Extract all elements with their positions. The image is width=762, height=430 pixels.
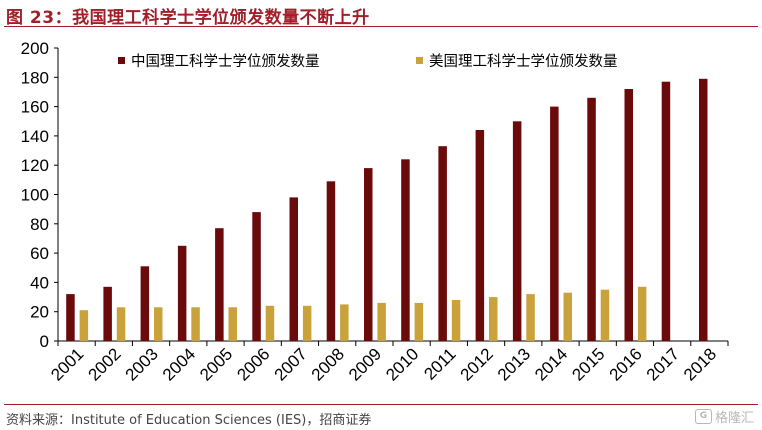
x-tick-label: 2015	[568, 344, 608, 384]
x-tick-label: 2001	[47, 344, 87, 384]
bar-china	[103, 286, 112, 341]
x-tick-label: 2004	[159, 344, 199, 384]
bar-china	[326, 181, 336, 341]
y-tick-label: 0	[40, 332, 49, 351]
y-tick-label: 40	[30, 273, 49, 292]
footer-divider	[4, 404, 758, 405]
legend-label: 美国理工科学士学位颁发数量	[429, 53, 618, 70]
y-tick-label: 100	[21, 186, 49, 205]
bar-us	[489, 297, 498, 341]
y-tick-label: 20	[30, 303, 49, 322]
y-tick-label: 140	[21, 127, 49, 146]
legend: 中国理工科学士学位颁发数量 美国理工科学士学位颁发数量	[118, 53, 618, 70]
bar-china	[177, 245, 187, 341]
bar-china	[661, 81, 671, 341]
x-tick-label: 2009	[345, 344, 385, 384]
x-tick-label: 2018	[680, 344, 720, 384]
bar-china	[140, 266, 150, 341]
bar-us	[451, 300, 461, 341]
bar-china	[699, 78, 708, 342]
bar-us	[340, 304, 349, 341]
bar-us	[637, 286, 647, 341]
x-tick-label: 2007	[271, 344, 311, 384]
source-note: 资料来源：Institute of Education Sciences (IE…	[6, 413, 372, 428]
bar-china	[512, 121, 522, 342]
bar-us	[79, 310, 89, 341]
y-tick-label: 200	[21, 39, 49, 58]
y-tick-label: 80	[30, 215, 49, 234]
chart-title: 图 23：我国理工科学士学位颁发数量不断上升	[6, 8, 370, 28]
bar-us	[377, 302, 386, 341]
y-tick-label: 180	[21, 68, 49, 87]
x-tick-label: 2002	[84, 344, 124, 384]
bar-us	[228, 307, 237, 341]
bar-us	[302, 305, 312, 341]
x-tick-label: 2011	[420, 344, 459, 383]
x-tick-label: 2008	[308, 344, 348, 384]
bar-us	[563, 292, 572, 341]
bar-china	[475, 130, 485, 341]
y-tick-label: 120	[21, 156, 49, 175]
bar-china	[289, 197, 298, 341]
x-tick-label: 2003	[122, 344, 162, 384]
bar-us	[414, 302, 424, 341]
legend-swatch	[118, 57, 125, 64]
x-tick-label: 2012	[457, 344, 497, 384]
y-tick-label: 60	[30, 244, 49, 263]
bar-china	[215, 228, 224, 341]
title-divider	[4, 26, 758, 27]
bars-layer	[66, 78, 708, 342]
bar-china	[401, 159, 410, 341]
bar-us	[265, 305, 275, 341]
legend-swatch	[416, 57, 423, 64]
x-tick-label: 2013	[494, 344, 534, 384]
x-tick-label: 2014	[531, 344, 571, 384]
y-tick-label: 160	[21, 98, 49, 117]
bar-us	[191, 307, 200, 341]
bar-china	[364, 168, 373, 341]
axis-layer	[54, 47, 729, 346]
x-tick-label: 2016	[606, 344, 646, 384]
x-tick-label: 2017	[643, 344, 683, 384]
bar-us	[526, 294, 535, 341]
bar-china	[252, 212, 261, 341]
bar-china	[587, 97, 596, 341]
x-tick-label: 2010	[382, 344, 422, 384]
bar-us	[154, 307, 163, 341]
watermark-text: 格隆汇	[714, 411, 754, 426]
bar-china	[624, 89, 633, 341]
legend-label: 中国理工科学士学位颁发数量	[131, 53, 320, 70]
bar-china	[438, 146, 447, 341]
bar-us	[600, 289, 610, 341]
bar-us	[116, 307, 126, 341]
bar-china	[550, 106, 559, 341]
bar-china	[66, 294, 75, 341]
watermark-logo-icon: G	[694, 409, 712, 424]
x-tick-label: 2005	[196, 344, 236, 384]
x-tick-label: 2006	[233, 344, 273, 384]
watermark: G 格隆汇	[694, 407, 754, 426]
